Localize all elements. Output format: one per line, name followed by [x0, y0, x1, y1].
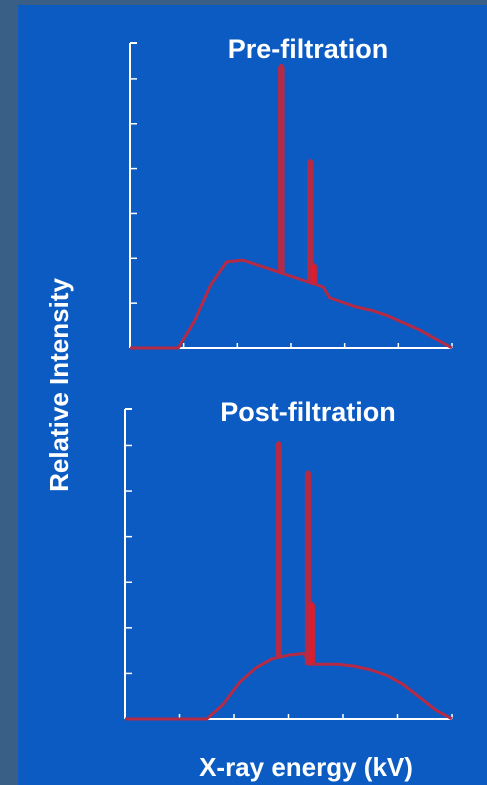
continuum-curve — [130, 258, 453, 350]
peak-line — [307, 158, 314, 284]
peak-line — [309, 262, 318, 285]
panel-title: Pre-filtration — [228, 34, 389, 64]
continuum-curve — [125, 651, 453, 721]
pre-filtration-panel: Pre-filtration — [129, 34, 453, 350]
post-filtration-panel: Post-filtration — [124, 397, 453, 721]
panel-title: Post-filtration — [220, 397, 396, 427]
peak-line — [275, 441, 282, 659]
x-axis-label: X-ray energy (kV) — [199, 752, 413, 782]
spectrum-chart: Pre-filtration Post-filtration Relative … — [44, 34, 453, 782]
y-axis-label: Relative Intensity — [44, 278, 74, 492]
peak-line — [307, 601, 316, 666]
peak-line — [278, 63, 285, 274]
slide: Pre-filtration Post-filtration Relative … — [18, 5, 487, 785]
